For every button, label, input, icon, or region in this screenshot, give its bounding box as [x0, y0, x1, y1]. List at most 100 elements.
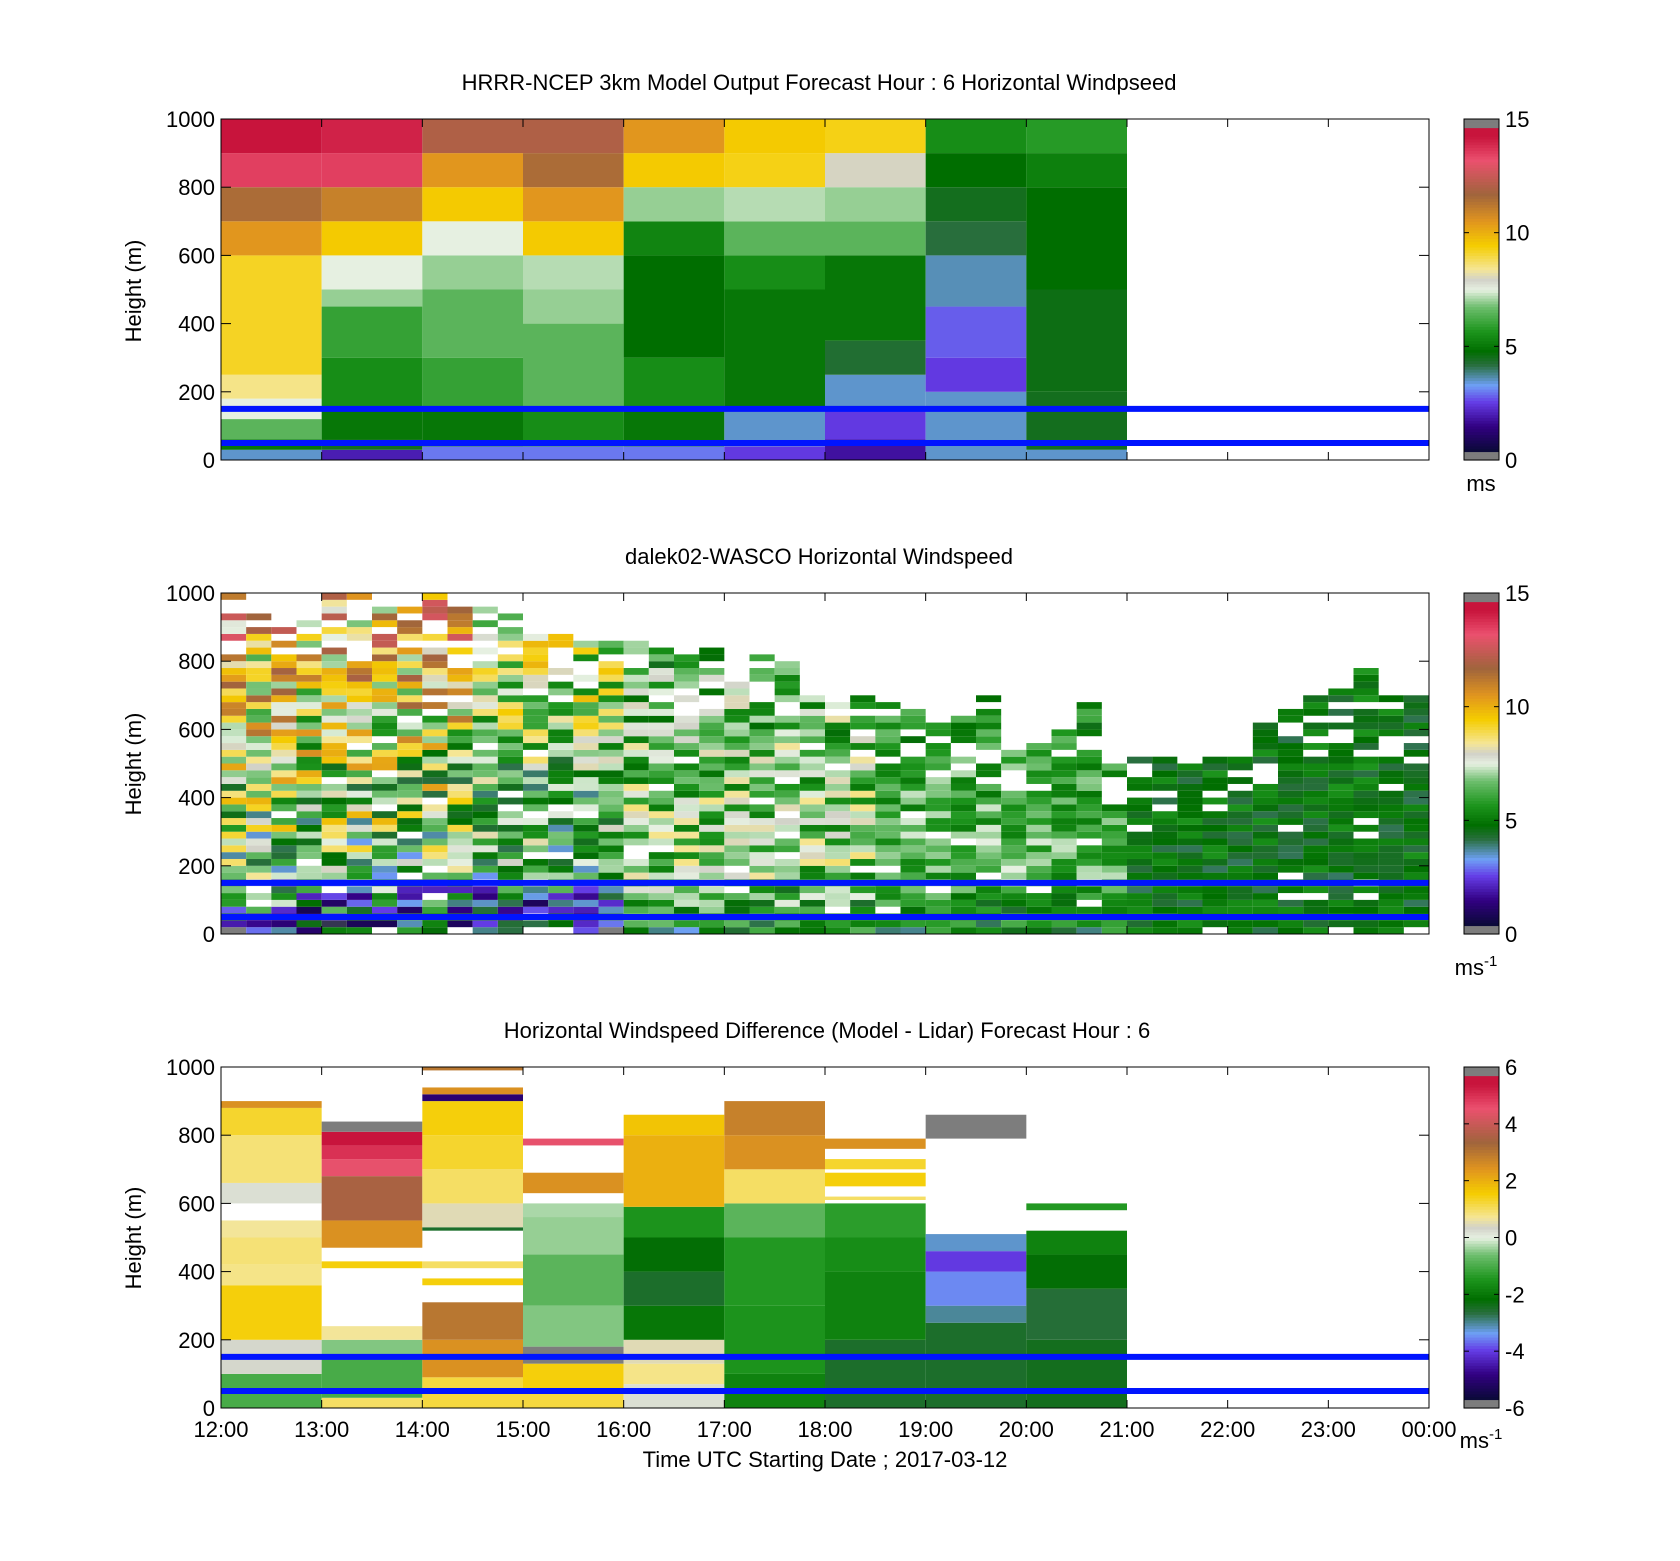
- lidar-cell: [648, 749, 674, 757]
- lidar-cell: [472, 872, 498, 880]
- lidar-cell: [1051, 811, 1077, 819]
- lidar-cell: [950, 729, 976, 737]
- heatmap-cell: [825, 340, 926, 375]
- lidar-cell: [372, 872, 398, 880]
- lidar-cell: [1353, 695, 1379, 703]
- lidar-cell: [497, 661, 523, 669]
- lidar-cell: [447, 708, 473, 716]
- lidar-cell: [1076, 824, 1102, 832]
- lidar-cell: [724, 852, 750, 859]
- lidar-cell: [623, 893, 649, 900]
- lidar-cell: [1001, 906, 1027, 914]
- lidar-cell: [221, 661, 247, 669]
- lidar-cell: [1378, 811, 1404, 819]
- lidar-cell: [1177, 872, 1203, 880]
- colorbar-tick-label: -6: [1505, 1396, 1525, 1421]
- lidar-cell: [1378, 927, 1404, 934]
- lidar-cell: [447, 770, 473, 778]
- lidar-cell: [246, 640, 272, 648]
- lidar-cell: [1303, 845, 1329, 853]
- lidar-cell: [346, 620, 372, 628]
- lidar-cell: [321, 647, 347, 655]
- lidar-cell: [724, 893, 750, 900]
- lidar-cell: [246, 783, 272, 791]
- lidar-cell: [447, 749, 473, 757]
- lidar-cell: [321, 613, 347, 621]
- lidar-cell: [724, 722, 750, 730]
- lidar-cell: [1001, 858, 1027, 866]
- lidar-cell: [271, 893, 297, 900]
- heatmap-cell: [422, 1135, 523, 1170]
- panel-difference-title: Horizontal Windspeed Difference (Model -…: [504, 1018, 1150, 1043]
- lidar-cell: [598, 872, 624, 880]
- lidar-cell: [724, 770, 750, 778]
- lidar-cell: [1127, 893, 1153, 900]
- lidar-cell: [925, 811, 951, 819]
- lidar-cell: [1051, 804, 1077, 812]
- lidar-cell: [397, 749, 423, 757]
- lidar-cell: [774, 893, 800, 900]
- lidar-cell: [1227, 845, 1253, 853]
- lidar-cell: [1303, 852, 1329, 859]
- lidar-cell: [1001, 756, 1027, 764]
- lidar-cell: [447, 715, 473, 723]
- lidar-cell: [623, 783, 649, 791]
- lidar-cell: [573, 777, 599, 784]
- lidar-cell: [271, 920, 297, 928]
- lidar-cell: [472, 865, 498, 873]
- lidar-cell: [799, 893, 825, 900]
- lidar-cell: [472, 818, 498, 825]
- lidar-cell: [221, 688, 247, 696]
- lidar-cell: [296, 729, 322, 737]
- lidar-cell: [1026, 790, 1052, 798]
- lidar-cell: [573, 797, 599, 805]
- lidar-cell: [523, 797, 549, 805]
- lidar-cell: [573, 886, 599, 894]
- lidar-cell: [1127, 852, 1153, 859]
- lidar-cell: [346, 783, 372, 791]
- lidar-cell: [825, 927, 851, 934]
- lidar-cell: [321, 838, 347, 846]
- lidar-cell: [1303, 906, 1329, 914]
- lidar-cell: [296, 824, 322, 832]
- lidar-cell: [1353, 899, 1379, 907]
- heatmap-cell: [724, 187, 825, 222]
- lidar-cell: [825, 770, 851, 778]
- lidar-cell: [447, 620, 473, 628]
- lidar-cell: [648, 743, 674, 750]
- lidar-cell: [598, 722, 624, 730]
- lidar-cell: [472, 633, 498, 641]
- lidar-cell: [623, 818, 649, 825]
- lidar-cell: [724, 906, 750, 914]
- lidar-cell: [774, 927, 800, 934]
- lidar-cell: [850, 743, 876, 750]
- lidar-cell: [1252, 756, 1278, 764]
- lidar-cell: [950, 722, 976, 730]
- lidar-cell: [925, 804, 951, 812]
- lidar-cell: [1403, 715, 1429, 723]
- lidar-cell: [925, 906, 951, 914]
- lidar-cell: [1026, 893, 1052, 900]
- lidar-cell: [976, 763, 1002, 771]
- lidar-cell: [296, 811, 322, 819]
- lidar-cell: [623, 668, 649, 675]
- lidar-cell: [472, 668, 498, 675]
- x-tick-label: 22:00: [1200, 1417, 1255, 1442]
- lidar-cell: [548, 783, 574, 791]
- lidar-cell: [623, 681, 649, 689]
- lidar-cell: [825, 702, 851, 709]
- lidar-cell: [1152, 899, 1178, 907]
- lidar-cell: [221, 674, 247, 682]
- lidar-cell: [850, 838, 876, 846]
- lidar-cell: [397, 886, 423, 894]
- lidar-cell: [623, 824, 649, 832]
- lidar-cell: [1328, 858, 1354, 866]
- lidar-cell: [699, 920, 725, 928]
- lidar-cell: [221, 633, 247, 641]
- lidar-cell: [699, 708, 725, 716]
- lidar-cell: [749, 770, 775, 778]
- lidar-cell: [1101, 763, 1127, 771]
- y-tick-label: 400: [178, 1260, 215, 1285]
- lidar-cell: [1378, 838, 1404, 846]
- lidar-cell: [674, 770, 700, 778]
